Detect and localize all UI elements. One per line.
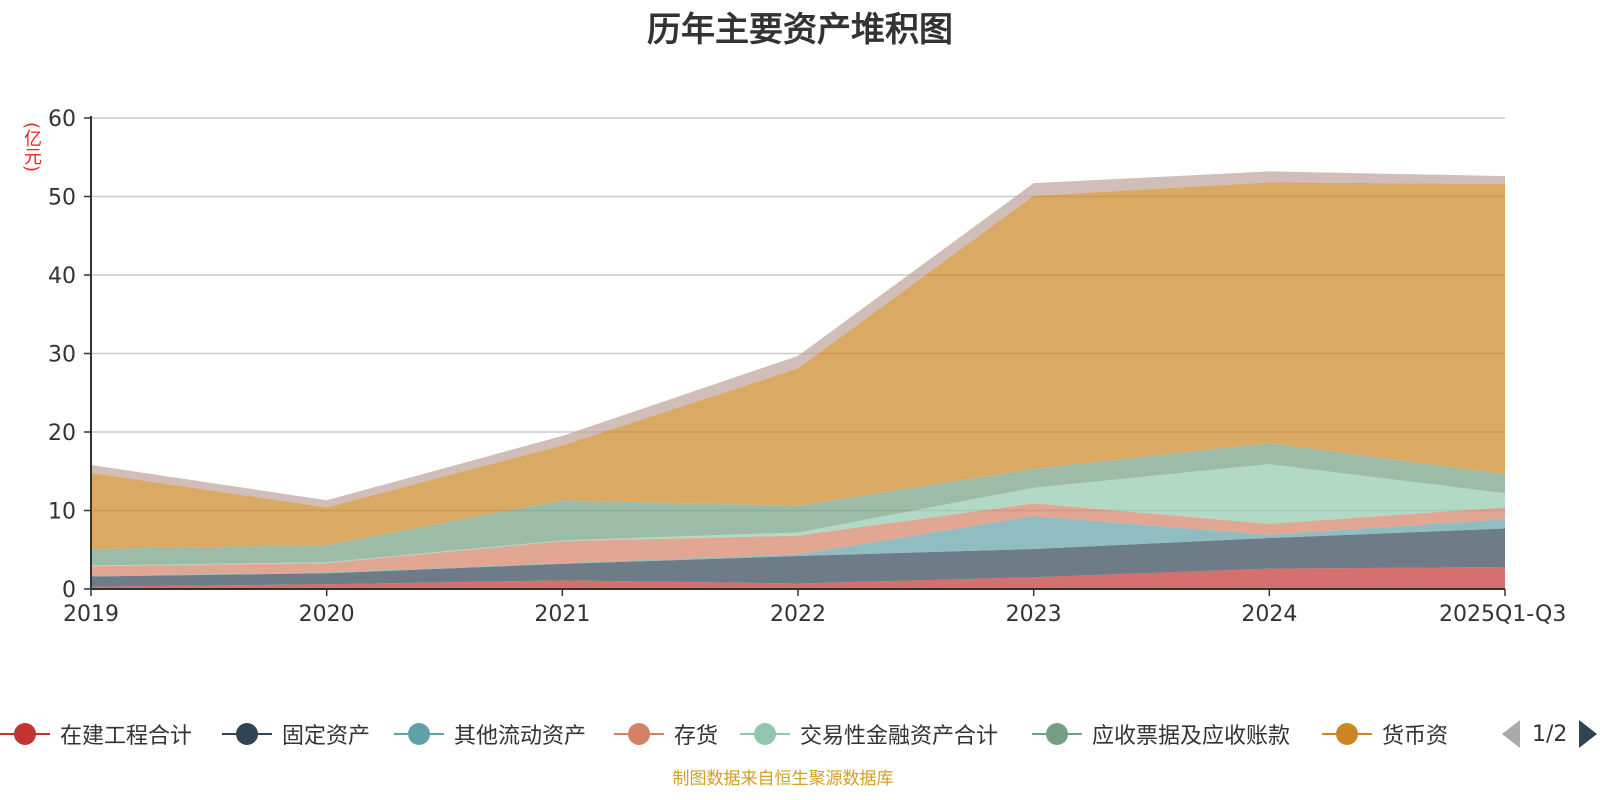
legend-item-4[interactable]: 交易性金融资产合计: [740, 716, 998, 752]
area-series-1: [91, 528, 1505, 587]
y-tick-label-0: 0: [62, 578, 76, 603]
legend-marker-4: [740, 722, 790, 746]
y-tick-label-1: 10: [48, 500, 76, 525]
x-tick-label-0: 2019: [63, 602, 119, 627]
legend-item-1[interactable]: 固定资产: [222, 716, 370, 752]
legend-marker-6: [1322, 722, 1372, 746]
legend-item-6[interactable]: 货币资: [1322, 716, 1448, 752]
y-tick-label-2: 20: [48, 421, 76, 446]
legend-label-0: 在建工程合计: [60, 724, 193, 749]
y-tick-label-4: 40: [48, 264, 76, 289]
legend-page-indicator: 1/2: [1532, 721, 1568, 747]
legend-marker-5: [1032, 722, 1082, 746]
area-series-2: [91, 515, 1505, 577]
area-series-0: [91, 567, 1505, 589]
legend-marker-2: [394, 722, 444, 746]
legend-pager: 1/2: [1502, 716, 1598, 752]
legend-marker-0: [0, 722, 50, 746]
chart-title: 历年主要资产堆积图: [647, 10, 953, 50]
y-tick-label-6: 60: [48, 107, 76, 132]
chart-area: 0 10 20 30 40 50 60 2019 2020 2021 2022 2023 2024 202…: [48, 107, 1566, 627]
legend-marker-1: [222, 722, 272, 746]
area-series-6: [91, 182, 1505, 549]
x-tick-label-2: 2021: [534, 602, 590, 627]
legend-label-1: 固定资产: [282, 724, 371, 749]
y-tick-label-3: 30: [48, 343, 76, 368]
chart-legend: 在建工程合计 固定资产 其他流动资产 存货 交易性金融资产合计 应收票据及应收账…: [0, 716, 1600, 752]
legend-item-0[interactable]: 在建工程合计: [0, 716, 192, 752]
area-series-5: [91, 442, 1505, 566]
legend-item-3[interactable]: 存货: [614, 716, 718, 752]
legend-next-page-icon[interactable]: [1579, 720, 1598, 748]
x-tick-label-5: 2024: [1241, 602, 1297, 627]
legend-label-3: 存货: [674, 724, 719, 749]
x-tick-label-6: 2025Q1-Q3: [1439, 602, 1566, 627]
x-tick-label-1: 2020: [299, 602, 355, 627]
x-tick-label-3: 2022: [770, 602, 826, 627]
legend-label-6: 货币资: [1382, 724, 1449, 749]
area-series-3: [91, 503, 1505, 576]
area-series-4: [91, 464, 1505, 567]
x-tick-label-4: 2023: [1006, 602, 1062, 627]
legend-prev-page-icon[interactable]: [1502, 720, 1520, 748]
legend-label-5: 应收票据及应收账款: [1092, 724, 1291, 749]
source-note: 制图数据来自恒生聚源数据库: [672, 769, 894, 789]
legend-marker-3: [614, 722, 664, 746]
legend-label-4: 交易性金融资产合计: [800, 724, 999, 749]
y-tick-label-5: 50: [48, 186, 76, 211]
y-axis-unit-label: (亿元): [21, 122, 42, 173]
legend-label-2: 其他流动资产: [454, 724, 587, 749]
legend-item-2[interactable]: 其他流动资产: [394, 716, 586, 752]
legend-item-5[interactable]: 应收票据及应收账款: [1032, 716, 1290, 752]
